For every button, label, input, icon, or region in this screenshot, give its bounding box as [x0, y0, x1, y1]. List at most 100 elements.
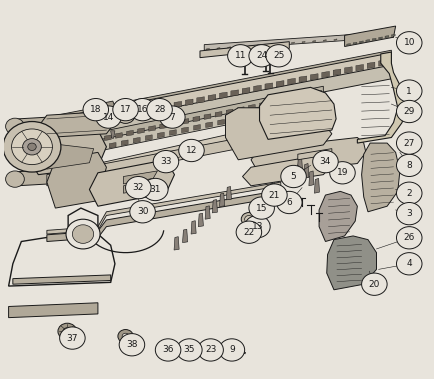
Polygon shape	[281, 43, 284, 44]
Text: 21: 21	[269, 191, 280, 200]
Polygon shape	[111, 131, 115, 138]
Circle shape	[66, 219, 100, 249]
Circle shape	[281, 165, 306, 188]
Text: 9: 9	[229, 345, 235, 354]
Circle shape	[312, 150, 338, 173]
Polygon shape	[357, 52, 406, 143]
Circle shape	[397, 253, 422, 275]
Polygon shape	[297, 157, 302, 172]
Polygon shape	[302, 102, 309, 107]
Polygon shape	[102, 120, 106, 127]
Polygon shape	[47, 50, 391, 121]
Polygon shape	[206, 122, 213, 128]
Polygon shape	[238, 46, 241, 47]
Polygon shape	[270, 100, 277, 105]
Polygon shape	[292, 42, 294, 44]
Circle shape	[63, 328, 72, 335]
Polygon shape	[347, 44, 351, 46]
Polygon shape	[260, 88, 336, 139]
Polygon shape	[242, 114, 249, 120]
Circle shape	[119, 334, 145, 356]
Polygon shape	[220, 92, 227, 99]
Polygon shape	[366, 39, 370, 42]
Text: 8: 8	[406, 161, 412, 170]
Circle shape	[121, 111, 131, 120]
Text: 29: 29	[404, 107, 415, 116]
Polygon shape	[359, 41, 363, 43]
Polygon shape	[387, 35, 390, 36]
Polygon shape	[355, 38, 358, 39]
Polygon shape	[115, 133, 122, 138]
Polygon shape	[49, 155, 56, 161]
Polygon shape	[253, 85, 261, 92]
Polygon shape	[266, 109, 273, 115]
Polygon shape	[17, 168, 89, 186]
Polygon shape	[105, 135, 111, 141]
Polygon shape	[345, 67, 352, 73]
Polygon shape	[242, 88, 250, 94]
Polygon shape	[260, 102, 266, 108]
Polygon shape	[47, 143, 94, 169]
Circle shape	[245, 216, 253, 223]
Polygon shape	[121, 140, 128, 146]
Circle shape	[147, 99, 172, 121]
Polygon shape	[367, 62, 375, 69]
Polygon shape	[72, 122, 79, 128]
Circle shape	[397, 182, 422, 204]
Circle shape	[125, 177, 151, 199]
Polygon shape	[174, 236, 179, 250]
Text: 35: 35	[184, 345, 195, 354]
Polygon shape	[366, 36, 369, 38]
Polygon shape	[82, 140, 89, 145]
Circle shape	[330, 162, 355, 184]
Polygon shape	[117, 113, 125, 119]
Circle shape	[397, 227, 422, 249]
Polygon shape	[47, 53, 391, 134]
Text: 16: 16	[137, 105, 148, 114]
Text: 1: 1	[406, 86, 412, 96]
Polygon shape	[309, 171, 314, 186]
Polygon shape	[237, 107, 244, 112]
Polygon shape	[160, 123, 167, 129]
Text: 38: 38	[126, 340, 138, 349]
Text: 32: 32	[133, 183, 144, 192]
Polygon shape	[226, 108, 332, 160]
Polygon shape	[109, 143, 116, 148]
Polygon shape	[217, 48, 220, 49]
Polygon shape	[312, 41, 316, 42]
Polygon shape	[17, 115, 89, 134]
Polygon shape	[9, 303, 98, 318]
Text: 23: 23	[205, 345, 216, 354]
Polygon shape	[345, 38, 348, 40]
Circle shape	[249, 45, 274, 67]
Circle shape	[153, 150, 179, 173]
Polygon shape	[60, 124, 68, 131]
Text: 24: 24	[256, 51, 267, 60]
Polygon shape	[290, 104, 297, 110]
Polygon shape	[299, 76, 307, 82]
Polygon shape	[345, 26, 396, 47]
Polygon shape	[353, 42, 357, 44]
Polygon shape	[260, 44, 263, 46]
Polygon shape	[26, 130, 106, 175]
Text: 27: 27	[404, 139, 415, 147]
Polygon shape	[123, 180, 158, 193]
Polygon shape	[208, 94, 216, 101]
Polygon shape	[185, 99, 193, 105]
Text: 26: 26	[404, 233, 415, 242]
Text: 19: 19	[337, 168, 348, 177]
Polygon shape	[95, 117, 102, 124]
Polygon shape	[89, 131, 281, 177]
Polygon shape	[191, 221, 196, 234]
Polygon shape	[304, 93, 311, 98]
Polygon shape	[391, 34, 395, 36]
Text: 18: 18	[90, 105, 102, 114]
Polygon shape	[251, 138, 366, 175]
Circle shape	[130, 200, 155, 223]
Polygon shape	[298, 149, 332, 160]
Circle shape	[116, 107, 135, 124]
Polygon shape	[215, 111, 222, 117]
Circle shape	[276, 191, 302, 214]
Text: 37: 37	[67, 334, 78, 343]
Polygon shape	[170, 130, 176, 135]
